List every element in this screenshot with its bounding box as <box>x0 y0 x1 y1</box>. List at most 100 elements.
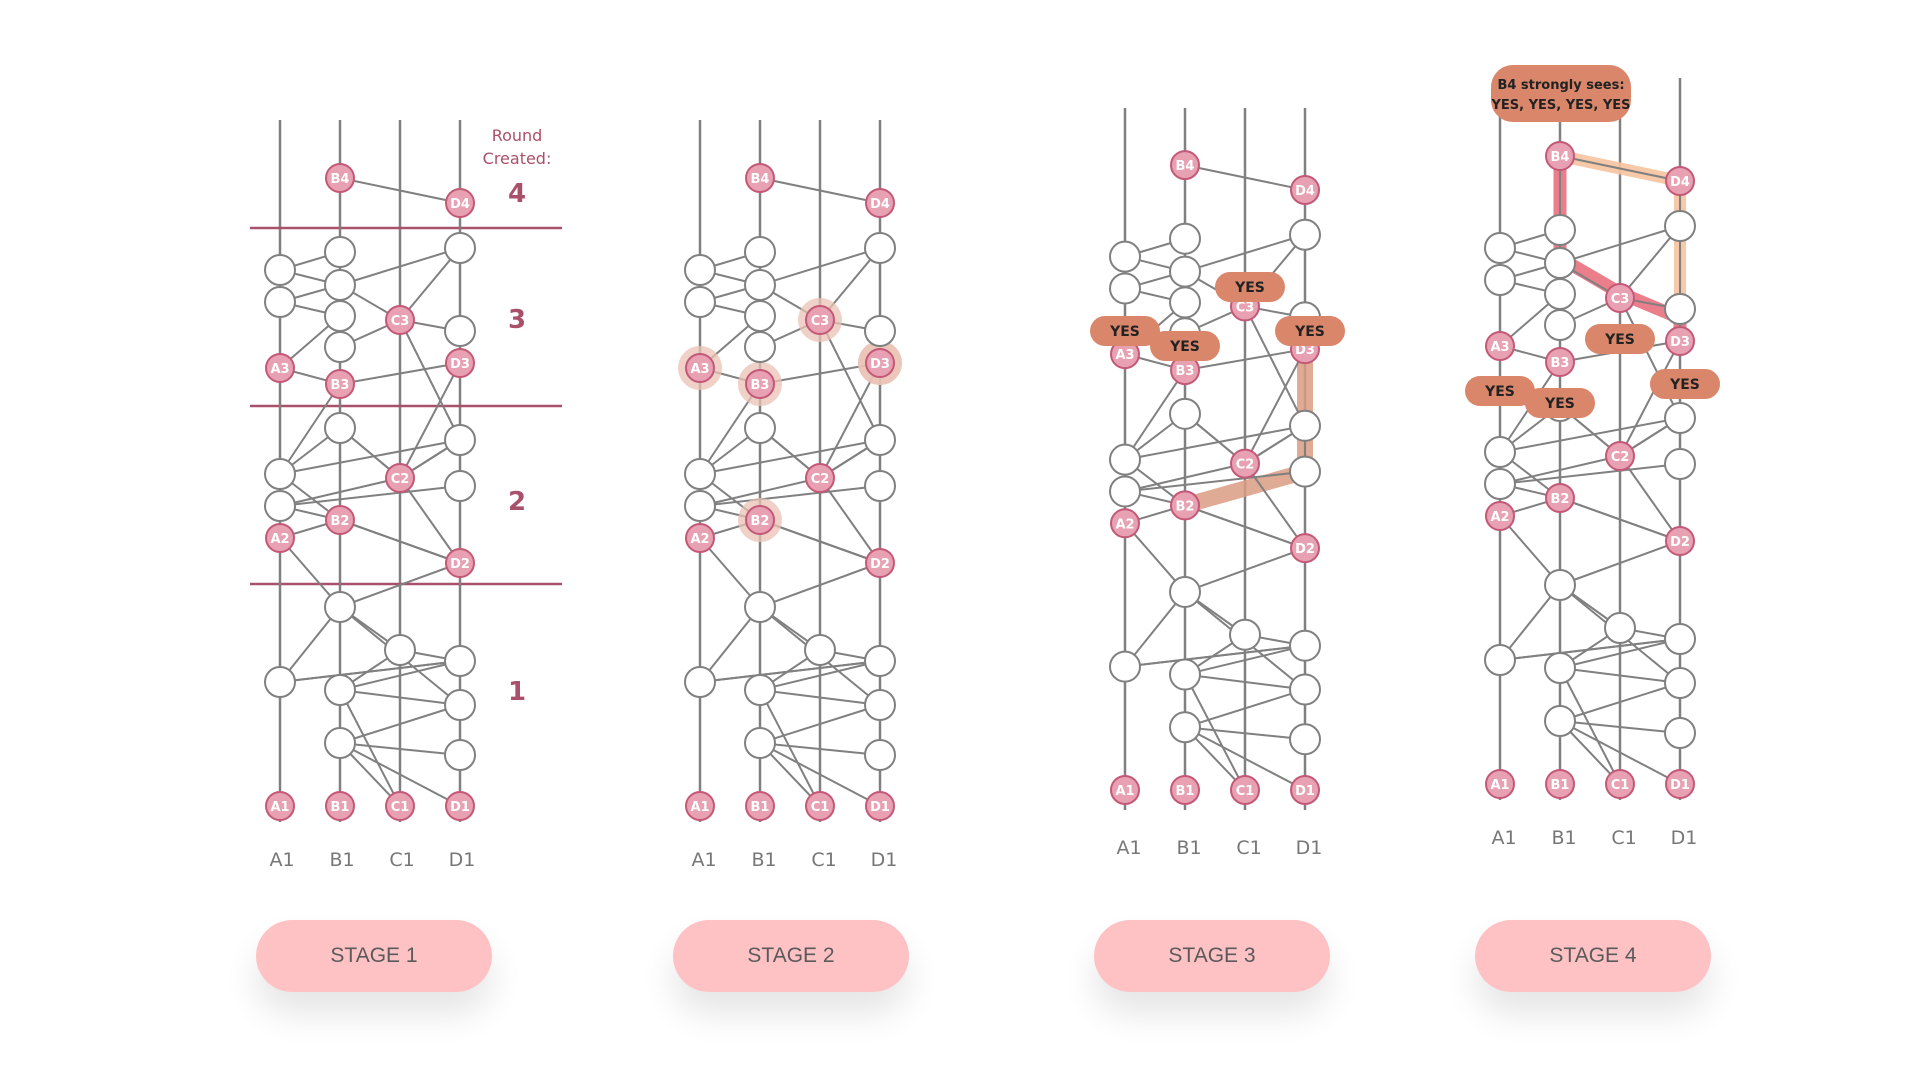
event-node <box>1169 222 1201 255</box>
stage-1-button[interactable]: STAGE 1 <box>256 920 492 992</box>
column-label: C1 <box>1611 827 1636 849</box>
event-node <box>1289 218 1321 251</box>
witness-label: C1 <box>1611 778 1630 793</box>
yes-pill: YES <box>1585 324 1655 354</box>
witness-event-c2 <box>1605 441 1635 471</box>
gossip-edge <box>1244 348 1306 465</box>
column-label: A1 <box>691 849 716 871</box>
stage-3-button[interactable]: STAGE 3 <box>1094 920 1330 992</box>
gossip-edge <box>1124 424 1306 461</box>
witness-label: B3 <box>1176 364 1195 379</box>
witness-event-b4 <box>1170 150 1200 181</box>
witness-label: A2 <box>690 532 709 547</box>
witness-event-d4 <box>1665 166 1695 196</box>
gossip-edge <box>339 742 461 807</box>
gossip-edge <box>1559 225 1681 264</box>
column-label: C1 <box>389 849 414 871</box>
witness-event-c1 <box>1230 774 1260 805</box>
witness-event-a1 <box>1110 774 1140 805</box>
yes-pill-bg <box>1150 331 1220 361</box>
column-label: B1 <box>751 849 776 871</box>
gossip-edge <box>339 660 461 691</box>
yes-pill-bg <box>1525 388 1595 418</box>
witness-label: A2 <box>1115 517 1134 532</box>
witness-label: D2 <box>450 557 470 572</box>
witness-label: C1 <box>391 800 410 815</box>
witness-label: B3 <box>1551 356 1570 371</box>
event-node <box>1664 667 1696 699</box>
event-node <box>1169 397 1201 430</box>
witness-label: A3 <box>1490 340 1509 355</box>
witness-label: A3 <box>270 362 289 377</box>
witness-label: B4 <box>751 172 770 187</box>
round-header-line1: Round <box>492 126 543 145</box>
event-node <box>444 689 476 721</box>
event-node <box>864 232 896 264</box>
event-node <box>1664 402 1696 434</box>
gossip-edge <box>1499 417 1681 453</box>
witness-label: D1 <box>1670 778 1690 793</box>
event-node <box>264 286 296 318</box>
event-node <box>1169 575 1201 608</box>
witness-event-d3 <box>1665 326 1695 356</box>
witness-event-a1 <box>1485 769 1515 799</box>
event-node <box>324 727 356 759</box>
witness-event-c2 <box>1230 448 1260 479</box>
witness-event-a3 <box>685 353 715 383</box>
witness-event-c1 <box>385 791 415 821</box>
yes-pill-bg <box>1275 316 1345 346</box>
column-label: C1 <box>1236 837 1261 859</box>
gossip-edge <box>339 704 461 744</box>
yes-pill-bg <box>1465 376 1535 406</box>
event-node <box>1664 717 1696 749</box>
event-node <box>384 634 416 666</box>
witness-label: D4 <box>1670 175 1690 190</box>
witness-event-b1 <box>325 791 355 821</box>
witness-event-a3 <box>1485 331 1515 361</box>
gossip-edge <box>1184 688 1306 729</box>
gossip-edge <box>1619 455 1681 542</box>
gossip-edge <box>279 383 341 475</box>
witness-label: A1 <box>270 800 289 815</box>
event-node <box>444 470 476 502</box>
witness-label: C2 <box>1236 458 1255 473</box>
event-node <box>1544 569 1576 601</box>
yes-pill: YES <box>1215 272 1285 302</box>
column-label: B1 <box>1176 837 1201 859</box>
event-node <box>1169 286 1201 319</box>
witness-event-b2 <box>1545 483 1575 513</box>
witness-label: D3 <box>1295 343 1315 358</box>
witness-event-b3 <box>1545 347 1575 377</box>
event-node <box>744 727 776 759</box>
event-node <box>1169 711 1201 744</box>
gossip-edge <box>1184 547 1306 593</box>
round-header-line2: Created: <box>483 149 552 168</box>
event-node <box>1484 436 1516 468</box>
gossip-edge <box>699 660 881 683</box>
witness-label: A3 <box>690 362 709 377</box>
stage-2-button[interactable]: STAGE 2 <box>673 920 909 992</box>
witness-event-d3 <box>865 348 895 378</box>
event-node <box>264 254 296 286</box>
witness-event-c3 <box>385 305 415 335</box>
witness-event-d2 <box>1665 526 1695 556</box>
gossip-edge <box>759 689 821 807</box>
event-node <box>804 634 836 666</box>
gossip-edge <box>699 485 881 507</box>
event-node <box>1664 448 1696 480</box>
witness-label: C3 <box>1236 300 1255 315</box>
event-node <box>324 412 356 444</box>
gossip-edge <box>279 485 461 507</box>
gossip-edge <box>279 606 341 683</box>
gossip-edge <box>1184 644 1306 676</box>
witness-event-a3 <box>265 353 295 383</box>
callout-bg <box>1491 65 1631 122</box>
witness-label: D2 <box>1670 535 1690 550</box>
witness-event-b4 <box>745 163 775 193</box>
event-node <box>444 424 476 456</box>
witness-label: B1 <box>1176 784 1195 799</box>
gossip-edge <box>1184 164 1306 191</box>
yes-pill: YES <box>1275 316 1345 346</box>
witness-event-d1 <box>1290 774 1320 805</box>
stage-4-button[interactable]: STAGE 4 <box>1475 920 1711 992</box>
